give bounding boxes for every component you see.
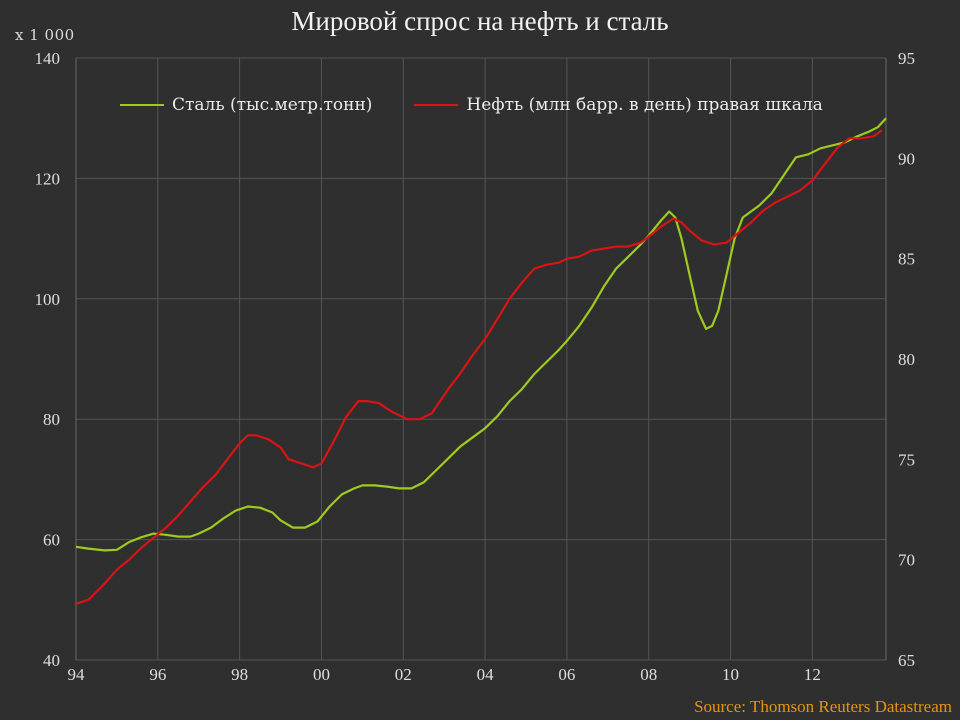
left-axis-tick-label: 140 [35, 49, 61, 68]
x-axis-tick-label: 10 [722, 665, 739, 684]
right-axis-tick-label: 80 [898, 350, 915, 369]
x-axis-tick-label: 04 [477, 665, 495, 684]
right-axis-tick-label: 70 [898, 551, 915, 570]
chart-legend: Сталь (тыс.метр.тонн) Нефть (млн барр. в… [120, 95, 865, 115]
right-axis-tick-label: 65 [898, 651, 915, 670]
left-axis-tick-label: 100 [35, 290, 61, 309]
left-axis-tick-label: 80 [43, 410, 60, 429]
legend-item-oil: Нефть (млн барр. в день) правая шкала [414, 95, 823, 115]
x-axis-tick-label: 08 [640, 665, 657, 684]
left-axis-tick-label: 60 [43, 531, 60, 550]
x-axis-tick-label: 00 [313, 665, 330, 684]
right-axis-tick-label: 90 [898, 149, 915, 168]
x-axis-tick-label: 06 [558, 665, 575, 684]
left-axis-tick-label: 120 [35, 169, 61, 188]
legend-swatch-steel [120, 104, 164, 106]
right-axis-tick-label: 85 [898, 250, 915, 269]
left-axis-unit-label: x 1 000 [15, 26, 75, 44]
x-axis-tick-label: 96 [149, 665, 166, 684]
x-axis-tick-label: 94 [68, 665, 86, 684]
source-credit: Source: Thomson Reuters Datastream [694, 697, 952, 716]
right-axis-tick-label: 75 [898, 450, 915, 469]
chart-title: Мировой спрос на нефть и сталь [291, 6, 669, 36]
oil-series-line [75, 129, 883, 605]
left-axis-tick-label: 40 [43, 651, 60, 670]
legend-label-oil: Нефть (млн барр. в день) правая шкала [466, 95, 823, 115]
x-axis-tick-label: 12 [804, 665, 821, 684]
legend-item-steel: Сталь (тыс.метр.тонн) [120, 95, 372, 115]
x-axis-tick-label: 02 [395, 665, 412, 684]
steel-series-line [75, 117, 887, 552]
right-axis-tick-label: 95 [898, 49, 915, 68]
x-axis-tick-label: 98 [231, 665, 248, 684]
legend-label-steel: Сталь (тыс.метр.тонн) [172, 95, 373, 115]
legend-swatch-oil [414, 104, 459, 106]
